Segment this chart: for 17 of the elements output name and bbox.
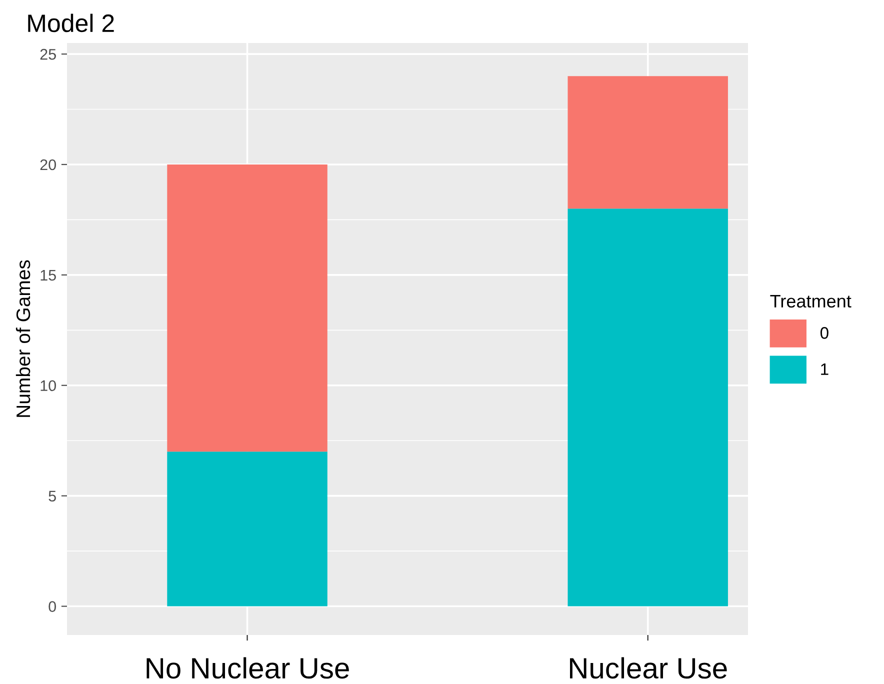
chart-title: Model 2 xyxy=(28,14,114,32)
legend-label: 1 xyxy=(821,363,828,375)
y-tick-label: 15 xyxy=(40,270,56,281)
legend-title: Treatment xyxy=(770,294,852,308)
y-tick-label: 5 xyxy=(48,490,56,502)
x-tick-label: Nuclear Use xyxy=(570,657,727,679)
bar xyxy=(568,76,728,209)
bar xyxy=(167,452,328,606)
y-tick-label: 25 xyxy=(40,48,56,60)
y-tick-label: 0 xyxy=(48,601,56,612)
legend-label: 0 xyxy=(820,327,828,339)
bar xyxy=(568,208,728,606)
y-tick-label: 20 xyxy=(40,159,56,170)
y-axis-title: Number of Games xyxy=(16,260,30,417)
x-tick-label: No Nuclear Use xyxy=(146,657,349,679)
y-tick-label: 10 xyxy=(40,380,56,392)
bar xyxy=(167,164,328,452)
